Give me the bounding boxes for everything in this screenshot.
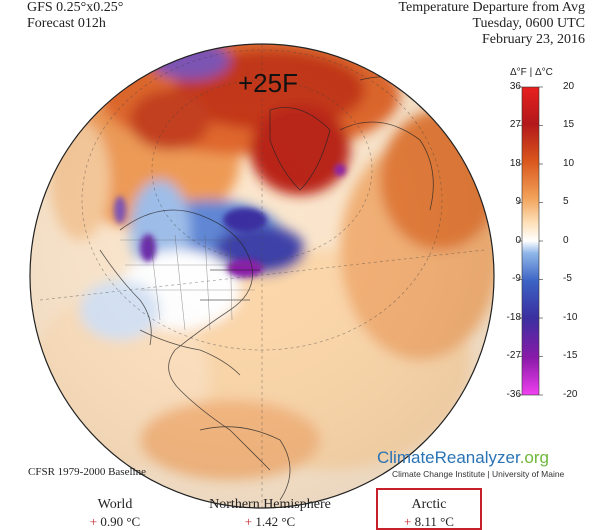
colorbar-f-tick: -36 [506, 389, 521, 400]
baseline-note: CFSR 1979-2000 Baseline [28, 466, 146, 478]
colorbar-ticks [518, 86, 543, 396]
map-annotation: +25F [238, 68, 298, 98]
colorbar-f-tick: 27 [509, 119, 521, 130]
colorbar-c-tick: -15 [563, 350, 578, 361]
stat-value: + 0.90 °C [89, 514, 141, 529]
colorbar-c-tick: 0 [563, 235, 569, 246]
map-title-text: Temperature Departure from Avg [398, 0, 585, 15]
stat-label: Arctic [411, 497, 447, 512]
colorbar-c-tick: 5 [563, 196, 569, 207]
colorbar-c-tick: 15 [563, 119, 575, 130]
brand-name: ClimateReanalyzer [377, 448, 520, 467]
colorbar-units: Δ°F | Δ°C [510, 67, 553, 78]
brand-logo[interactable]: ClimateReanalyzer.org [377, 448, 549, 468]
model-resolution: GFS 0.25°x0.25° [27, 0, 124, 15]
colorbar-c-tick: 20 [563, 81, 575, 92]
colorbar-f-tick: -9 [512, 273, 521, 284]
temperature-field [30, 44, 494, 508]
map-title: Temperature Departure from Avg Tuesday, … [398, 0, 585, 48]
forecast-hour: Forecast 012h [27, 16, 106, 31]
colorbar-f-tick: 18 [509, 158, 521, 169]
colorbar [521, 86, 540, 396]
stat-world: World + 0.90 °C [60, 497, 170, 530]
stat-label: Northern Hemisphere [209, 497, 331, 512]
stat-arctic: Arctic + 8.11 °C [376, 497, 482, 530]
colorbar-c-tick: 10 [563, 158, 575, 169]
stat-label: World [97, 497, 133, 512]
colorbar-f-tick: 9 [515, 196, 521, 207]
stat-value: + 8.11 °C [404, 514, 454, 529]
colorbar-c-tick: -5 [563, 273, 572, 284]
globe-outline [29, 43, 495, 509]
colorbar-f-tick: -27 [506, 350, 521, 361]
colorbar-f-tick: 36 [509, 81, 521, 92]
arctic-highlight-box [376, 488, 482, 530]
model-info: GFS 0.25°x0.25° Forecast 012h [27, 0, 123, 32]
stat-northern-hemisphere: Northern Hemisphere + 1.42 °C [190, 497, 350, 530]
colorbar-f-tick: -18 [506, 312, 521, 323]
colorbar-c-tick: -10 [563, 312, 578, 323]
colorbar-c-tick: -20 [563, 389, 578, 400]
brand-tld: .org [519, 448, 549, 467]
map-day: Tuesday, 0600 UTC [472, 16, 585, 31]
stat-value: + 1.42 °C [244, 514, 296, 529]
map-date: February 23, 2016 [481, 32, 585, 47]
colorbar-f-tick: 0 [515, 235, 521, 246]
institute-credit: Climate Change Institute | University of… [392, 469, 565, 479]
